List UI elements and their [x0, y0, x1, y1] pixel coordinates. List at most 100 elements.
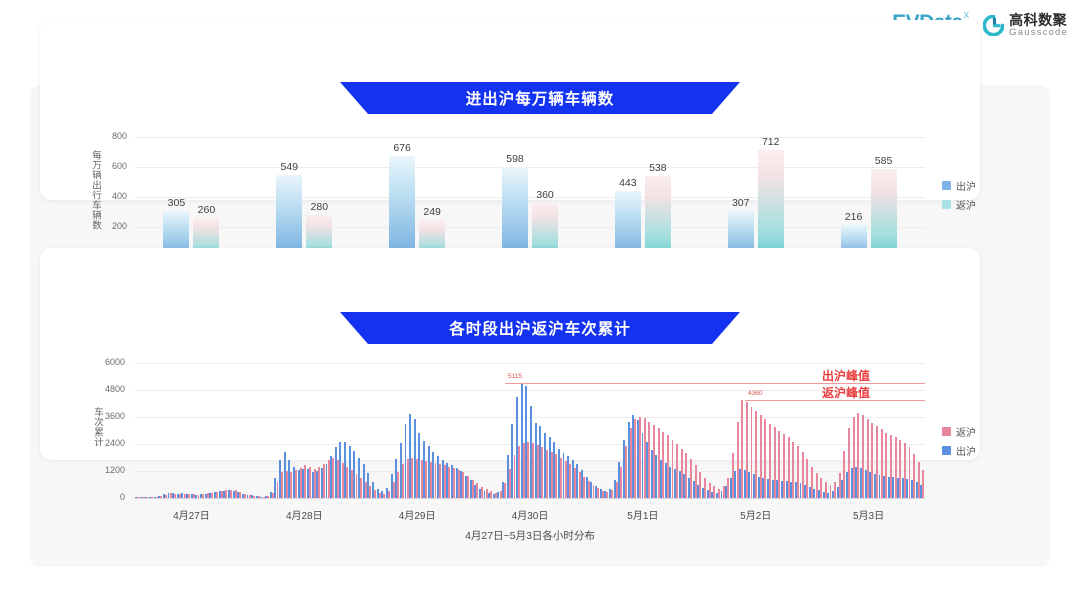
chart2-bar-出沪 [827, 492, 830, 498]
chart2-bar-出沪 [172, 492, 175, 498]
gausscode-text: 高科数聚 Gausscode [1009, 13, 1068, 38]
chart2-bar-返沪 [504, 483, 507, 498]
chart2-bar-出沪 [316, 471, 319, 498]
chart2-bar-出沪 [516, 396, 518, 498]
chart2-bar-返沪 [494, 492, 497, 498]
chart2-bar-出沪 [609, 489, 611, 498]
chart2-bar-返沪 [327, 459, 330, 498]
chart2-bar-返沪 [615, 482, 618, 498]
chart2-bar-返沪 [299, 467, 302, 498]
chart2-bar-出沪 [409, 413, 412, 498]
chart2-bar-返沪 [364, 482, 367, 498]
chart2-bar-出沪 [339, 441, 342, 498]
chart2-bar-出沪 [553, 441, 556, 498]
chart2-bar-出沪 [748, 472, 751, 498]
chart2-bar-返沪 [625, 446, 628, 498]
chart2-bar-出沪 [204, 493, 207, 498]
chart2-bar-出沪 [469, 480, 472, 498]
chart2-bar-出沪 [395, 458, 398, 498]
chart2-bar-返沪 [225, 490, 228, 498]
chart2-bar-出沪 [794, 482, 797, 498]
chart2-bar-返沪 [713, 486, 716, 498]
chart2-bar-出沪 [464, 475, 467, 498]
chart2-bar-出沪 [404, 423, 407, 498]
chart1-bar-value-label: 443 [619, 176, 637, 189]
chart2-bar-出沪 [706, 489, 709, 498]
chart2-bar-返沪 [471, 479, 474, 498]
chart2-legend-item[interactable]: 返沪 [942, 424, 976, 439]
chart2-bar-返沪 [402, 464, 404, 498]
chart2-bar-出沪 [892, 477, 895, 498]
chart2-bar-出沪 [692, 481, 695, 498]
chart1-legend-item[interactable]: 出沪 [942, 178, 976, 193]
chart2-bar-出沪 [534, 422, 537, 498]
chart2-bar-返沪 [388, 490, 391, 498]
chart2-peak-line [505, 382, 925, 384]
chart2-y-tick: 2400 [104, 438, 125, 448]
chart2-bar-出沪 [269, 492, 272, 498]
chart2-bar-返沪 [731, 453, 734, 498]
chart2-bar-返沪 [606, 491, 609, 498]
chart2-bar-出沪 [260, 496, 263, 498]
gausscode-cn-name: 高科数聚 [1009, 12, 1068, 29]
chart2-bar-返沪 [165, 494, 167, 498]
chart2-bar-返沪 [151, 497, 154, 498]
chart2-bar-返沪 [922, 469, 925, 498]
chart2-bar-返沪 [680, 448, 683, 498]
chart2-bar-出沪 [525, 385, 528, 498]
chart2-bar-返沪 [578, 472, 581, 498]
chart1-bar-value-label: 305 [167, 197, 186, 210]
chart2-bar-出沪 [176, 493, 179, 498]
chart2-bar-出沪 [618, 462, 621, 498]
chart2-bar-返沪 [285, 471, 288, 498]
chart2-peak-label: 返沪峰值 [822, 385, 871, 400]
chart2-bar-出沪 [715, 492, 718, 498]
chart2-bar-返沪 [541, 447, 544, 498]
chart2-bar-返沪 [536, 445, 539, 498]
chart2-peak-value: 5115 [508, 372, 522, 380]
chart2-y-tick: 3600 [104, 411, 125, 421]
chart1-bar-出沪 [276, 174, 303, 257]
chart2-bar-出沪 [864, 469, 867, 498]
chart2-bar-返沪 [769, 423, 772, 498]
chart2-bar-出沪 [674, 468, 676, 498]
chart1-bar-出沪 [614, 190, 641, 257]
chart2-bar-返沪 [257, 496, 260, 498]
chart2-bar-出沪 [562, 453, 565, 498]
chart2-bar-返沪 [508, 468, 511, 498]
chart2-bar-返沪 [202, 494, 205, 498]
chart2-bar-出沪 [701, 487, 704, 498]
chart2-bar-出沪 [808, 486, 811, 498]
chart2-bar-出沪 [780, 480, 783, 498]
chart2-bar-返沪 [745, 402, 748, 498]
chart1-bar-value-label: 280 [310, 201, 329, 213]
chart2-bar-出沪 [283, 451, 286, 498]
gausscode-en-name: Gausscode [1009, 26, 1068, 38]
chart2-bar-出沪 [604, 491, 607, 498]
chart2-bar-返沪 [137, 496, 140, 498]
chart1-legend-item[interactable]: 返沪 [942, 197, 976, 212]
chart2-bar-出沪 [548, 437, 551, 498]
chart2-bar-返沪 [276, 482, 279, 498]
chart1-bar-value-label: 549 [280, 160, 299, 173]
chart2-bar-返沪 [917, 462, 920, 498]
chart2-bar-返沪 [448, 466, 451, 498]
chart2-bar-返沪 [690, 458, 693, 498]
chart2-bar-返沪 [843, 450, 846, 498]
chart2-bar-返沪 [360, 477, 363, 498]
chart1-bar-返沪 [757, 150, 784, 257]
chart2-bar-出沪 [427, 446, 430, 498]
chart1-title-banner: 进出沪每万辆车辆数 [340, 82, 740, 114]
chart2-bar-返沪 [727, 477, 730, 498]
chart1-gridline [135, 167, 925, 168]
chart2-bar-返沪 [903, 442, 906, 498]
chart2-bar-返沪 [355, 474, 358, 498]
chart2-legend-item[interactable]: 出沪 [942, 443, 976, 458]
chart2-bar-出沪 [622, 439, 625, 498]
chart1-bar-value-label: 585 [874, 155, 893, 168]
chart1-bar-value-label: 216 [844, 210, 863, 223]
chart2-bar-出沪 [818, 490, 821, 498]
chart2-bar-返沪 [323, 464, 325, 498]
chart1-bar-value-label: 676 [393, 141, 411, 154]
chart2-bar-返沪 [666, 435, 669, 498]
